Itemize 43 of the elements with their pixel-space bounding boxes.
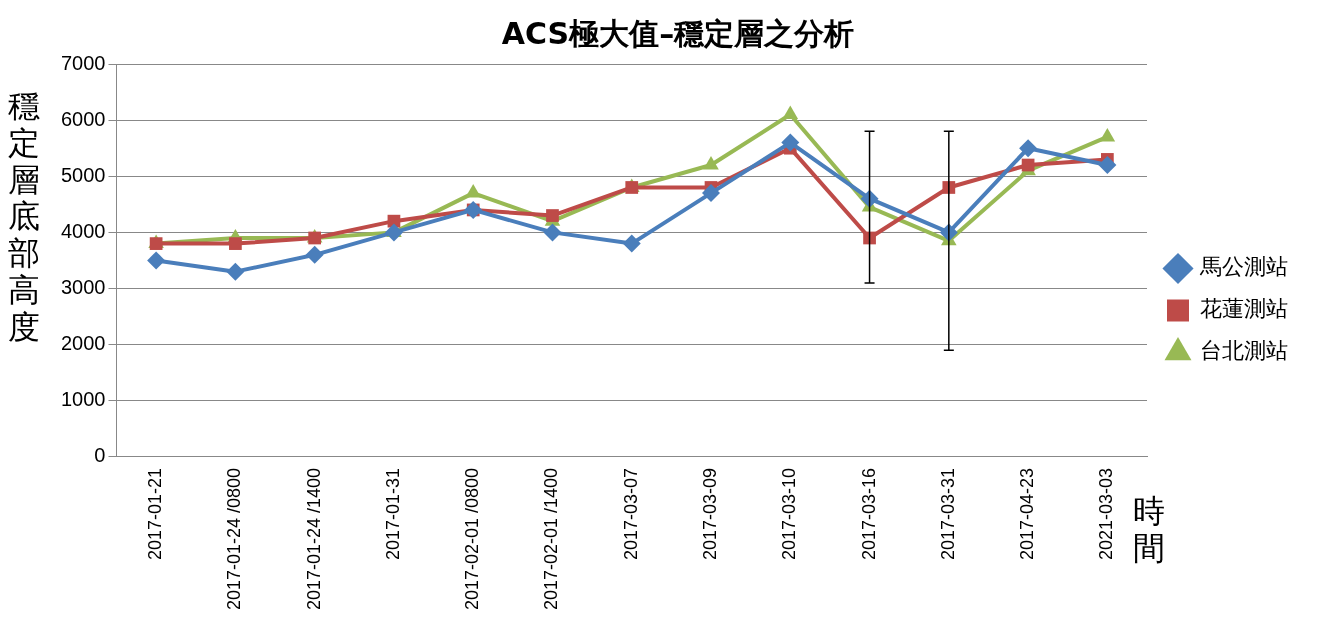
point (781, 133, 800, 152)
point (622, 234, 641, 253)
chart-title: ACS極大值–穩定層之分析 (501, 15, 855, 51)
x-tick-label: 2017-03-07 (620, 467, 641, 560)
point (546, 209, 559, 222)
legend-label: 花蓮測站 (1200, 296, 1288, 322)
point (465, 184, 481, 198)
point (1019, 139, 1038, 158)
point (384, 223, 403, 242)
point (229, 237, 242, 250)
y-tick-label: 1000 (60, 388, 106, 411)
y-tick-label: 7000 (60, 51, 106, 74)
x-tick-label: 2017-03-31 (937, 467, 958, 560)
point (543, 223, 562, 242)
x-tick-label: 2017-02-01 /0800 (462, 467, 483, 611)
point (782, 105, 799, 120)
point (305, 245, 324, 264)
x-tick-label: 2017-03-16 (858, 467, 879, 560)
y-tick-label: 5000 (60, 163, 106, 186)
point (1099, 127, 1116, 142)
legend-label: 台北測站 (1200, 338, 1288, 364)
x-axis-title: 時間 (1133, 492, 1165, 567)
point (702, 184, 721, 203)
x-tick-label: 2017-01-24 /1400 (303, 467, 324, 611)
x-tick-label: 2017-01-24 /0800 (224, 467, 245, 611)
point (226, 262, 245, 281)
y-tick-label: 0 (94, 444, 106, 467)
x-tick-label: 2017-02-01 /1400 (541, 467, 562, 611)
point (1098, 156, 1117, 175)
y-axis-title: 穩定層底部高度 (8, 87, 40, 346)
x-tick-label: 2017-03-10 (779, 467, 800, 560)
legend-label: 馬公測站 (1199, 254, 1288, 280)
point (703, 156, 719, 170)
point (147, 251, 166, 270)
x-tick-label: 2017-03-09 (699, 467, 720, 560)
y-tick-label: 3000 (60, 276, 106, 299)
x-tick-label: 2017-01-31 (382, 467, 403, 560)
x-tick-label: 2021-03-03 (1096, 467, 1117, 560)
y-tick-label: 6000 (60, 107, 106, 130)
y-tick-label: 2000 (60, 332, 106, 355)
x-tick-label: 2017-01-21 (145, 467, 166, 560)
x-tick-label: 2017-04-23 (1017, 467, 1038, 560)
y-tick-label: 4000 (60, 219, 106, 242)
